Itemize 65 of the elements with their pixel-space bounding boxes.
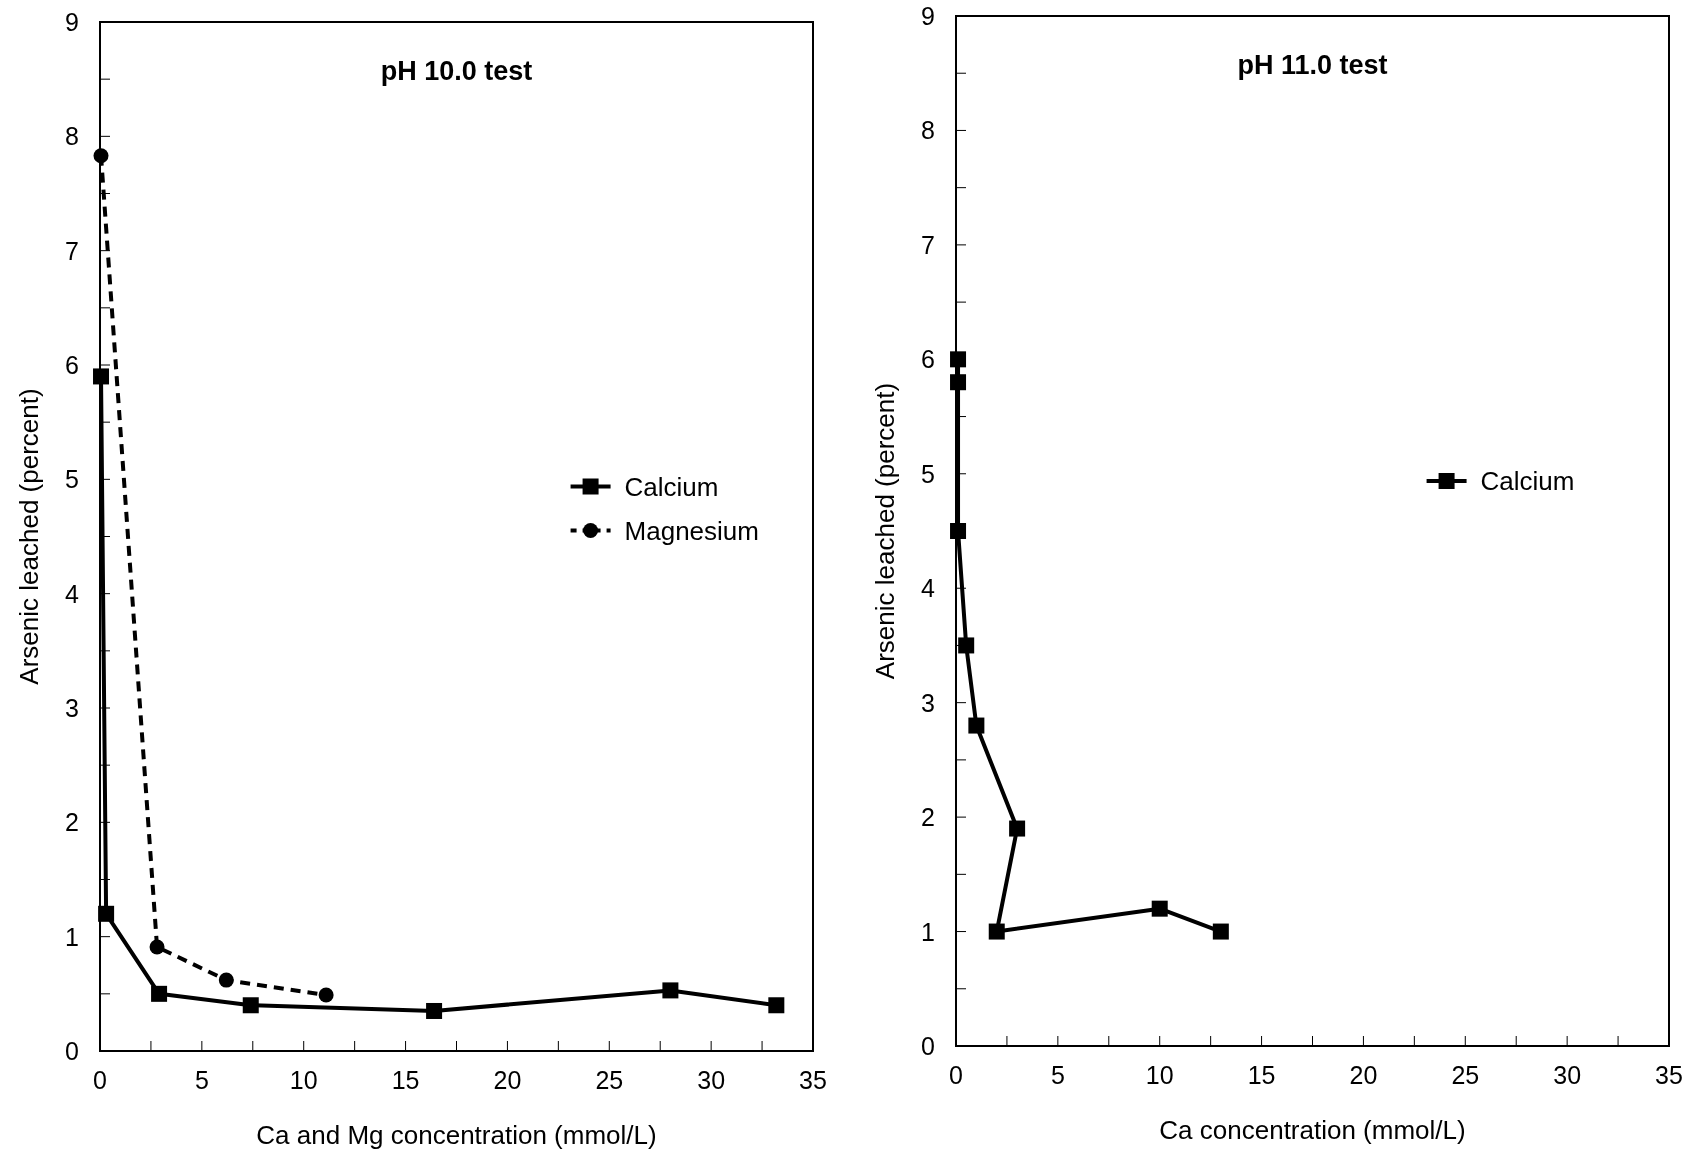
x-tick-label: 20 [493,1066,522,1094]
text: pH 10.0 test [380,56,533,86]
x-tick-label: 5 [194,1066,209,1094]
point [151,985,168,1002]
y-tick-label: 1 [921,917,935,946]
y-axis-title: Arsenic leached (percent) [870,382,900,680]
point [218,972,234,988]
y-tick-label: 6 [65,351,79,379]
point [1151,900,1168,917]
y-tick-label: 3 [921,688,935,717]
y-tick-label: 9 [65,8,79,36]
x-tick-label: 25 [1451,1061,1480,1089]
x-tick-label: 10 [1145,1061,1174,1089]
point [950,351,967,368]
y-tick-label: 7 [921,230,935,259]
y-tick-label: 9 [921,2,935,30]
x-tick-label: 25 [595,1066,624,1094]
x-axis-title: Ca and Mg concentration (mmol/L) [256,1120,657,1150]
x-tick-label: 15 [1247,1061,1276,1089]
x-tick-label: 35 [1655,1061,1683,1089]
x-tick-label: 5 [1050,1061,1065,1089]
legend-label: Calcium [1480,466,1575,496]
y-tick-label: 6 [921,345,935,374]
x-axis-title: Ca concentration (mmol/L) [1159,1115,1466,1145]
point [93,368,110,385]
point [98,905,115,922]
y-tick-label: 0 [65,1037,79,1065]
point [968,717,985,734]
y-tick-label: 2 [921,803,935,832]
point [1212,923,1229,940]
y-tick-label: 8 [65,122,79,151]
point [768,997,785,1014]
x-tick-label: 20 [1349,1061,1378,1089]
y-tick-label: 5 [65,465,79,494]
x-tick-label: 30 [697,1066,726,1094]
text: pH 11.0 test [1237,50,1388,80]
legend-label: Magnesium [624,515,759,546]
y-tick-label: 8 [921,116,935,145]
y-tick-label: 7 [65,236,79,265]
point [958,637,975,654]
x-tick-label: 35 [799,1066,827,1094]
y-tick-label: 5 [921,459,935,488]
x-tick-label: 0 [949,1061,963,1089]
y-tick-label: 4 [65,579,80,608]
y-tick-label: 4 [921,574,936,603]
x-tick-label: 10 [289,1066,318,1094]
y-tick-label: 0 [921,1032,935,1060]
y-tick-label: 1 [65,922,79,951]
point [318,987,334,1003]
x-tick-label: 15 [391,1066,420,1094]
x-tick-label: 30 [1553,1061,1582,1089]
point [950,523,967,539]
point [426,1002,443,1019]
y-tick-label: 2 [65,808,79,837]
y-axis-title: Arsenic leached (percent) [14,388,44,685]
point [93,148,109,164]
legend-label: Calcium [624,471,719,502]
point [242,997,259,1014]
point [1009,820,1026,837]
point [950,374,967,391]
point [662,982,679,999]
x-tick-label: 0 [93,1066,107,1094]
point [988,923,1005,940]
point [149,939,165,955]
y-tick-label: 3 [65,694,79,722]
